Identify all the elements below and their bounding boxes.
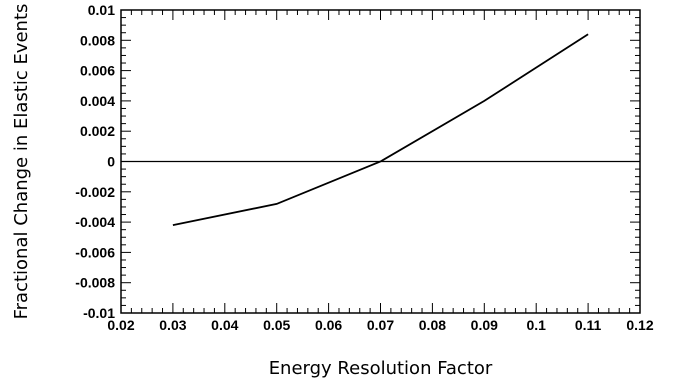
y-axis-ticks [121, 9, 640, 314]
y-tick-label: -0.01 [83, 305, 115, 321]
x-tick-label: 0.02 [107, 317, 134, 333]
plot-area [120, 9, 641, 314]
series-line [172, 33, 589, 227]
y-tick-label: 0.006 [80, 63, 115, 79]
x-tick-label: 0.12 [626, 317, 653, 333]
y-tick-label: 0.002 [80, 123, 115, 139]
x-axis-title: Energy Resolution Factor [269, 358, 493, 379]
y-tick-label: -0.004 [75, 214, 115, 230]
x-tick-label: 0.11 [575, 317, 602, 333]
y-tick-label: 0.008 [80, 32, 115, 48]
x-tick-label: 0.06 [315, 317, 342, 333]
x-tick-label: 0.09 [471, 317, 498, 333]
y-tick-label: -0.008 [75, 275, 115, 291]
x-tick-label: 0.05 [263, 317, 290, 333]
y-tick-label: -0.002 [75, 184, 115, 200]
y-axis-tick-labels: -0.01 -0.008 -0.006 -0.004 -0.002 0 0.002 0.004… [75, 2, 115, 321]
y-axis-title: Fractional Change in Elastic Events [11, 4, 32, 320]
y-tick-label: -0.006 [75, 244, 115, 260]
y-tick-label: 0.004 [80, 93, 115, 109]
x-tick-label: 0.08 [419, 317, 446, 333]
y-tick-label: 0 [107, 154, 115, 170]
x-tick-label: 0.03 [159, 317, 186, 333]
y-tick-label: 0.01 [88, 2, 115, 18]
x-axis-tick-labels: 0.02 0.03 0.04 0.05 0.06 0.07 0.08 0.09 0.1 0.11 0… [107, 317, 653, 333]
x-tick-label: 0.1 [526, 317, 546, 333]
series-layer [172, 33, 589, 227]
x-tick-label: 0.07 [367, 317, 394, 333]
x-axis-ticks [120, 10, 641, 313]
x-tick-label: 0.04 [211, 317, 238, 333]
